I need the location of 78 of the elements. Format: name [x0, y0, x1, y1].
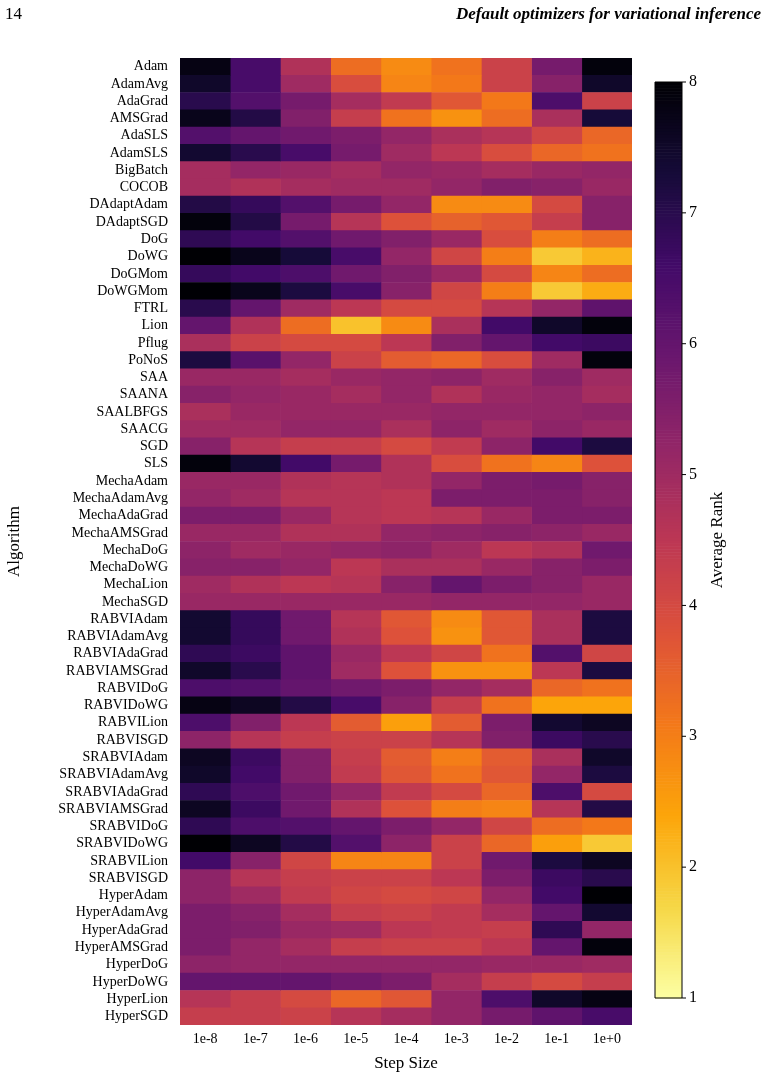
text: 14: [5, 4, 22, 24]
color-bar-label: 6: [689, 333, 697, 351]
y-tick-label: HyperAdam: [98, 887, 169, 903]
y-tick-label: AdaSLS: [120, 127, 168, 143]
y-axis-title: Algorithm: [3, 506, 23, 577]
y-tick-label: BigBatch: [115, 161, 168, 177]
y-tick-label: MechaDoWG: [89, 559, 168, 575]
x-tick-label: 1e-5: [343, 1031, 369, 1047]
y-tick-label: RABVIAdamAvg: [67, 628, 168, 644]
y-tick-label: Adam: [133, 58, 169, 74]
y-tick-label: SAALBFGS: [96, 403, 168, 419]
y-tick-label: AdamSLS: [109, 144, 168, 160]
y-tick-label: SRABVIAdam: [82, 749, 169, 765]
color-bar-label: 3: [689, 726, 697, 744]
y-tick-label: RABVIDoG: [97, 679, 168, 695]
y-tick-label: RABVIDoWG: [84, 697, 168, 713]
y-tick-label: DoG: [140, 230, 168, 246]
y-tick-label: AdaGrad: [116, 92, 168, 108]
y-tick-label: SRABVIDoG: [89, 818, 168, 834]
y-tick-label: MechaDoG: [102, 541, 168, 557]
y-tick-label: SGD: [139, 438, 168, 454]
x-axis-title: Step Size: [374, 1053, 438, 1073]
y-tick-label: SRABVIDoWG: [76, 835, 168, 851]
y-tick-label: HyperAdamAvg: [75, 904, 168, 920]
y-tick-label: SRABVIAMSGrad: [58, 800, 168, 816]
x-tick-label: 1e-4: [393, 1031, 419, 1047]
y-tick-label: Lion: [141, 317, 168, 333]
color-bar-label: 2: [689, 857, 697, 875]
y-tick-label: MechaSGD: [101, 593, 168, 609]
y-tick-label: RABVILion: [98, 714, 168, 730]
color-bar-label: 5: [689, 464, 697, 482]
y-tick-label: Pflug: [137, 334, 168, 350]
x-tick-label: 1e-1: [544, 1031, 570, 1047]
y-tick-label: SAACG: [120, 420, 168, 436]
x-tick-label: 1e-3: [443, 1031, 469, 1047]
x-tick-label: 1e-2: [494, 1031, 519, 1047]
y-tick-label: DoWG: [127, 248, 168, 264]
y-tick-label: DoWGMom: [97, 282, 169, 298]
y-tick-label: SRABVIAdamAvg: [59, 766, 168, 782]
y-tick-label: MechaLion: [103, 576, 168, 592]
y-tick-label: AMSGrad: [109, 110, 168, 126]
y-tick-label: COCOB: [119, 179, 168, 195]
y-tick-label: SRABVIAdaGrad: [65, 783, 168, 799]
y-tick-label: MechaAdamAvg: [72, 490, 168, 505]
y-tick-label: RABVIAdam: [90, 610, 169, 626]
y-tick-label: HyperLion: [106, 990, 168, 1006]
x-tick-label: 1e-7: [242, 1031, 268, 1047]
y-tick-label: RABVIAdaGrad: [73, 645, 168, 661]
y-tick-label: DAdaptSGD: [95, 213, 168, 229]
y-tick-label: SAANA: [119, 386, 169, 402]
y-tick-label: SAA: [139, 369, 169, 385]
color-bar-label: 7: [689, 203, 697, 221]
y-tick-label: SLS: [143, 455, 168, 471]
x-tick-label: 1e-6: [293, 1031, 318, 1047]
y-tick-label: HyperSGD: [105, 1008, 168, 1024]
color-bar-label: 1: [689, 988, 697, 1006]
color-bar-label: 4: [689, 595, 697, 613]
y-tick-label: MechaAdam: [95, 472, 169, 488]
y-tick-label: SRABVILion: [90, 852, 168, 868]
y-tick-label: AdamAvg: [110, 75, 168, 91]
y-tick-label: HyperDoG: [105, 956, 168, 972]
y-tick-label: DAdaptAdam: [89, 196, 169, 212]
y-tick-label: HyperAMSGrad: [74, 938, 168, 954]
color-bar-label: 8: [689, 72, 697, 90]
y-tick-label: RABVISGD: [96, 731, 168, 747]
y-tick-label: FTRL: [133, 300, 168, 316]
text: Default optimizers for variational inference: [455, 4, 761, 24]
y-tick-label: RABVIAMSGrad: [66, 662, 168, 678]
y-tick-label: MechaAMSGrad: [71, 524, 168, 540]
y-tick-label: MechaAdaGrad: [78, 507, 168, 523]
color-bar-title: Average Rank: [707, 491, 727, 589]
y-tick-label: SRABVISGD: [88, 869, 168, 885]
y-tick-label: PoNoS: [128, 351, 168, 367]
y-tick-label: HyperDoWG: [92, 973, 168, 989]
y-tick-label: HyperAdaGrad: [81, 921, 168, 937]
y-tick-label: DoGMom: [110, 265, 169, 281]
x-tick-label: 1e-8: [192, 1031, 218, 1047]
x-tick-label: 1e+0: [592, 1031, 621, 1047]
